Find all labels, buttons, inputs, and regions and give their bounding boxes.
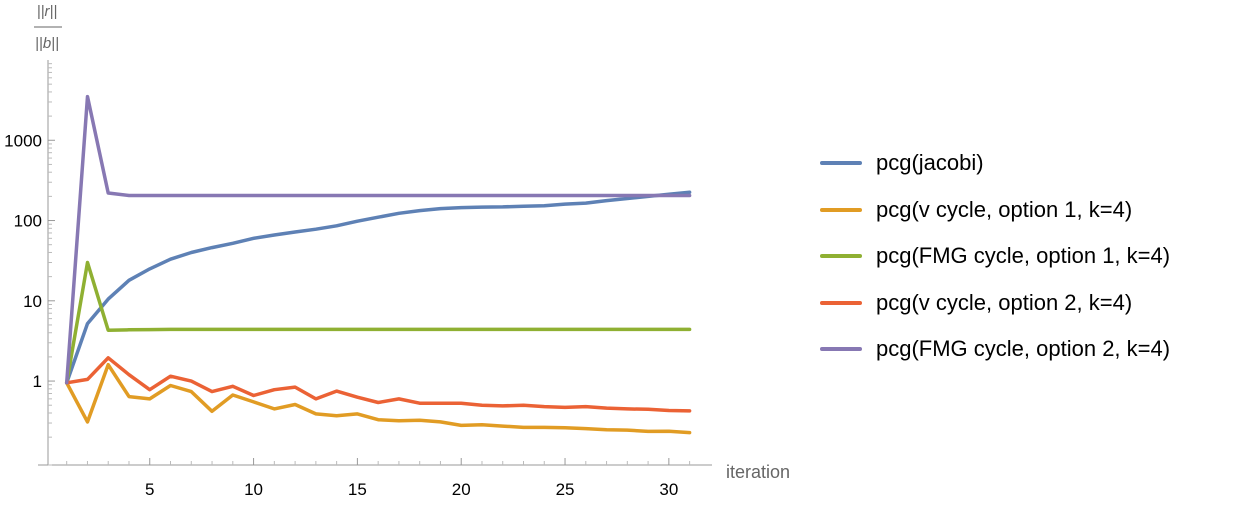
x-tick-label: 10 bbox=[244, 480, 263, 499]
legend-item: pcg(jacobi) bbox=[820, 140, 1170, 187]
legend-label: pcg(FMG cycle, option 1, k=4) bbox=[876, 243, 1171, 269]
legend-label: pcg(jacobi) bbox=[876, 150, 984, 176]
legend-label: pcg(FMG cycle, option 2, k=4) bbox=[876, 336, 1171, 362]
x-axis-label: iteration bbox=[726, 462, 790, 482]
y-tick-label: 100 bbox=[14, 212, 42, 231]
legend-label: pcg(v cycle, option 2, k=4) bbox=[876, 289, 1133, 315]
legend-swatch bbox=[820, 254, 862, 259]
legend-label: pcg(v cycle, option 1, k=4) bbox=[876, 196, 1133, 222]
y-tick-label: 10 bbox=[23, 292, 42, 311]
series-line-3 bbox=[64, 356, 692, 413]
x-tick-label: 15 bbox=[348, 480, 367, 499]
y-axis-label-numerator: ||r|| bbox=[37, 3, 58, 20]
series-line-4 bbox=[64, 94, 692, 385]
legend-item: pcg(FMG cycle, option 2, k=4) bbox=[820, 326, 1170, 373]
series-layer bbox=[64, 94, 692, 435]
series-line-2 bbox=[64, 260, 692, 385]
x-tick-label: 30 bbox=[659, 480, 678, 499]
y-axis-label-denominator: ||b|| bbox=[35, 35, 59, 52]
series-line-1 bbox=[64, 362, 692, 435]
legend: pcg(jacobi) pcg(v cycle, option 1, k=4) … bbox=[820, 140, 1170, 373]
legend-swatch bbox=[820, 300, 862, 305]
legend-item: pcg(v cycle, option 1, k=4) bbox=[820, 187, 1170, 234]
legend-swatch bbox=[820, 161, 862, 166]
legend-swatch bbox=[820, 347, 862, 352]
x-tick-label: 25 bbox=[556, 480, 575, 499]
axes: 1 10 100 1000 5 10 15 20 25 30 bbox=[4, 60, 712, 499]
y-tick-label: 1 bbox=[33, 372, 42, 391]
x-tick-label: 5 bbox=[145, 480, 154, 499]
legend-swatch bbox=[820, 207, 862, 212]
series-line-0 bbox=[64, 190, 692, 385]
x-tick-label: 20 bbox=[452, 480, 471, 499]
legend-item: pcg(v cycle, option 2, k=4) bbox=[820, 280, 1170, 327]
y-tick-label: 1000 bbox=[4, 131, 42, 150]
legend-item: pcg(FMG cycle, option 1, k=4) bbox=[820, 233, 1170, 280]
